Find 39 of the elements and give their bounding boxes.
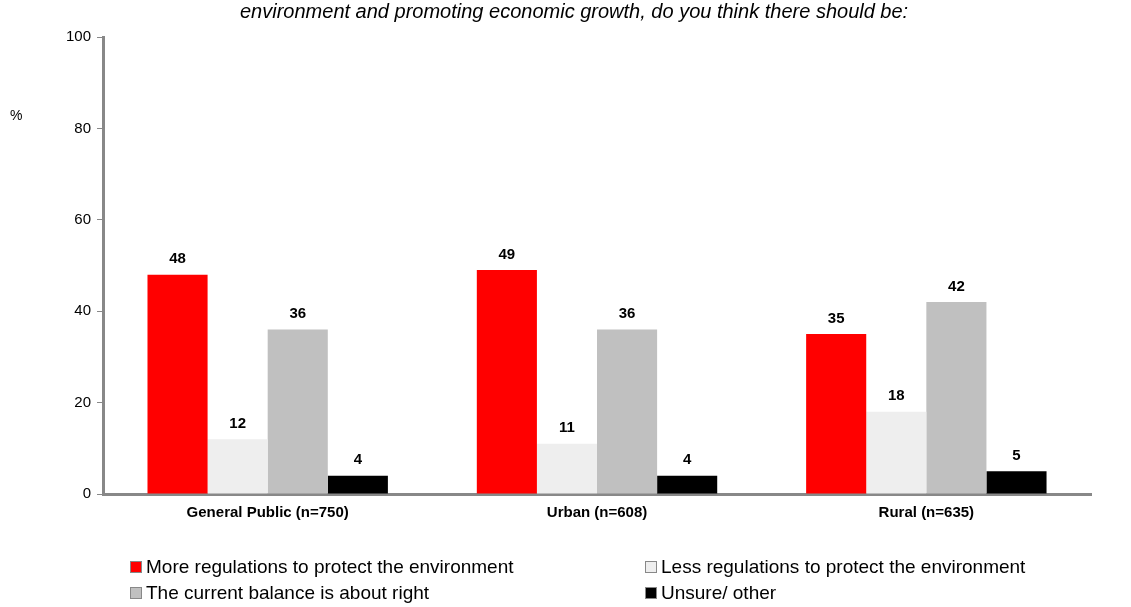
y-tick-label: 40: [74, 301, 92, 319]
y-tick-label: 20: [74, 392, 92, 410]
legend-label: More regulations to protect the environment: [146, 556, 514, 578]
data-label: 48: [169, 249, 186, 267]
y-tick-label: 100: [66, 27, 92, 45]
x-tick-label: Rural (n=635): [878, 503, 975, 521]
data-label: 49: [498, 244, 516, 262]
bar: [986, 471, 1047, 494]
data-label: 11: [559, 418, 575, 436]
data-label: 36: [289, 304, 307, 322]
data-label: 36: [618, 304, 636, 322]
bar: [866, 411, 927, 494]
data-label: 12: [229, 413, 246, 431]
legend-label: Unsure/ other: [661, 582, 777, 604]
legend-label: Less regulations to protect the environment: [661, 556, 1026, 578]
bar: [926, 302, 987, 494]
bar: [207, 439, 268, 494]
bar: [806, 334, 867, 494]
bar: [597, 329, 658, 494]
data-label: 5: [1012, 445, 1021, 463]
bar: [267, 329, 328, 494]
data-label: 4: [353, 450, 363, 468]
data-label: 35: [827, 308, 845, 326]
bar: [476, 270, 537, 494]
y-axis-title: %: [10, 107, 23, 124]
bar: [536, 443, 598, 494]
data-label: 42: [948, 276, 965, 294]
y-tick-label: 60: [74, 209, 92, 227]
x-tick-label: Urban (n=608): [546, 503, 648, 521]
bar: [327, 475, 388, 494]
chart-title: environment and promoting economic growth, do you think there should be:: [240, 0, 909, 23]
y-tick-label: 80: [74, 118, 92, 136]
data-label: 4: [682, 450, 692, 468]
x-tick-label: General Public (n=750): [186, 503, 349, 521]
y-tick-label: 0: [82, 484, 92, 502]
data-label: 18: [887, 386, 905, 404]
legend-label: The current balance is about right: [146, 582, 430, 604]
bar: [657, 475, 718, 494]
bar: [147, 274, 208, 494]
